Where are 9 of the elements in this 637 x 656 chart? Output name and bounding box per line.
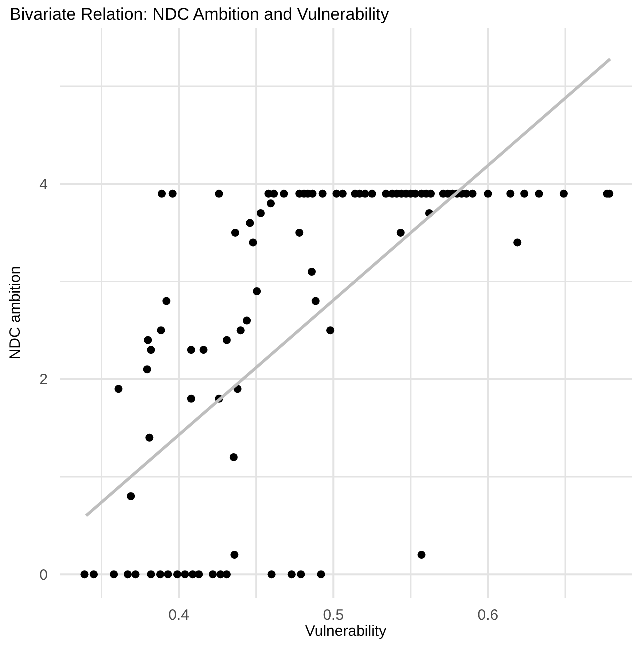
y-tick-label: 2 — [40, 372, 48, 389]
y-tick-label: 0 — [40, 566, 48, 584]
y-tick-label: 4 — [40, 176, 48, 194]
y-axis-title: NDC ambition — [7, 266, 24, 360]
x-tick-label: 0.4 — [168, 607, 190, 624]
chart-title: Bivariate Relation: NDC Ambition and Vulnerability — [10, 5, 390, 24]
x-tick-label: 0.5 — [323, 607, 344, 624]
x-tick-label: 0.6 — [478, 607, 499, 624]
x-axis-title: Vulnerability — [305, 623, 388, 640]
